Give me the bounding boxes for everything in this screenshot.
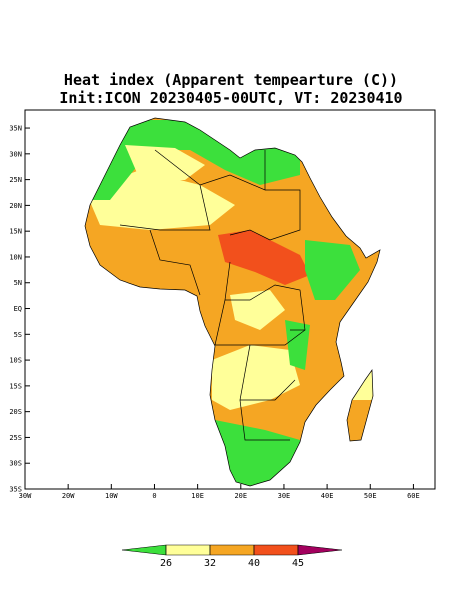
y-tick-label: 25N [9,176,22,184]
colorbar-label: 32 [204,558,216,569]
x-tick-label: 40E [321,492,334,500]
colorbar-label: 45 [292,558,304,569]
y-tick-label: EQ [14,305,22,313]
y-tick-label: 15N [9,228,22,236]
field-region [345,372,375,400]
y-tick-label: 20S [9,408,22,416]
x-tick-label: 20E [234,492,247,500]
y-tick-label: 10N [9,253,22,261]
x-tick-label: 50E [364,492,377,500]
y-tick-label: 25S [9,434,22,442]
colorbar-bin [253,544,299,556]
colorbar-bin [209,544,255,556]
y-tick-label: 30S [9,460,22,468]
x-tick-label: 30W [19,492,32,500]
y-tick-label: 30N [9,150,22,158]
title: Heat index (Apparent tempearture (C)) [64,71,398,89]
x-tick-label: 20W [62,492,75,500]
y-tick-label: 35N [9,125,22,133]
colorbar-bin [165,544,211,556]
colorbar-bin [121,544,167,556]
x-tick-label: 10W [105,492,118,500]
y-tick-label: 10S [9,357,22,365]
field-region [85,170,235,230]
field-region [125,145,205,180]
subtitle: Init:ICON 20230405-00UTC, VT: 20230410 [59,89,402,107]
field-region [218,230,310,285]
y-tick-label: 15S [9,382,22,390]
x-tick-label: 30E [278,492,291,500]
field-region [305,240,360,300]
colorbar-bin [297,544,343,556]
map-frame [24,109,436,490]
colorbar-label: 26 [160,558,172,569]
field-region [212,345,300,410]
y-tick-label: 20N [9,202,22,210]
y-tick-label: 35S [9,486,22,494]
colorbar-label: 40 [248,558,260,569]
field-region [285,320,310,370]
coastline [84,117,381,487]
country-borders [119,149,306,441]
y-tick-label: 5S [14,331,22,339]
x-tick-label: 10E [191,492,204,500]
x-tick-label: 60E [407,492,420,500]
x-tick-label: 0 [152,492,156,500]
y-tick-label: 5N [14,279,22,287]
